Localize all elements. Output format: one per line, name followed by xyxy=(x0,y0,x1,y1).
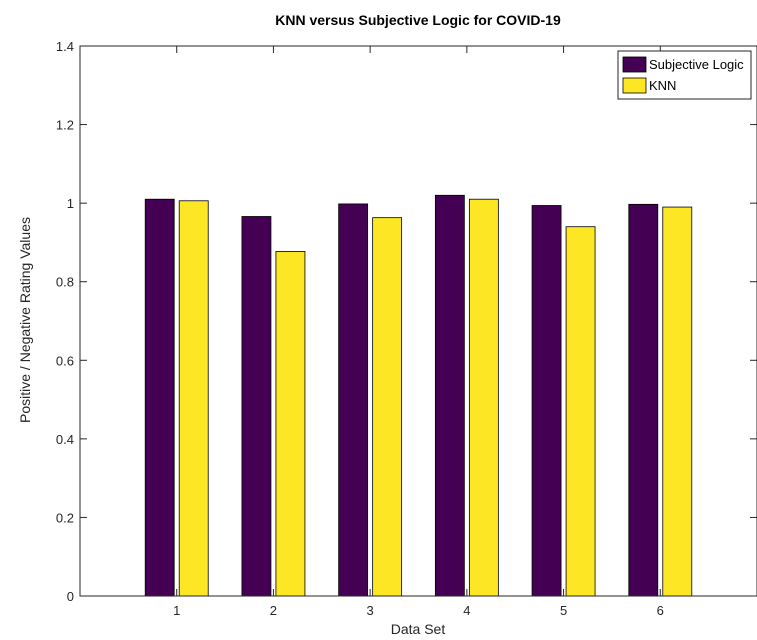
bar-subjective-logic-6 xyxy=(628,203,659,597)
bar-subjective-logic-4 xyxy=(434,194,465,597)
y-tick-label: 0.4 xyxy=(56,432,74,447)
x-tick-label: 3 xyxy=(367,603,374,618)
legend-label-knn: KNN xyxy=(649,78,676,93)
chart-title: KNN versus Subjective Logic for COVID-19 xyxy=(275,12,561,28)
y-tick-label: 1.2 xyxy=(56,118,74,133)
axes-layer: 0 0.2 0.4 0.6 0.8 1 1.2 1.4 1 2 3 4 5 6 xyxy=(56,39,757,618)
bar-subjective-logic-1 xyxy=(144,198,175,597)
bar-subjective-logic-5 xyxy=(531,205,562,597)
y-tick-label: 0 xyxy=(67,589,74,604)
legend-swatch-knn xyxy=(622,77,647,94)
bar-knn-2 xyxy=(275,251,306,597)
legend-swatch-subjective-logic xyxy=(622,56,647,73)
y-tick-label: 1 xyxy=(67,196,74,211)
legend: Subjective Logic KNN xyxy=(617,50,752,100)
bars-layer xyxy=(144,194,693,597)
y-tick-label: 0.2 xyxy=(56,510,74,525)
y-tick-label: 0.8 xyxy=(56,275,74,290)
bar-knn-6 xyxy=(662,206,693,597)
x-tick-label: 6 xyxy=(657,603,664,618)
axes-box xyxy=(79,45,757,597)
x-tick-label: 2 xyxy=(270,603,277,618)
bar-knn-4 xyxy=(468,198,499,597)
x-tick-label: 5 xyxy=(560,603,567,618)
y-tick-label: 0.6 xyxy=(56,353,74,368)
legend-label-subjective-logic: Subjective Logic xyxy=(649,57,744,72)
bar-subjective-logic-3 xyxy=(338,203,369,597)
y-tick-label: 1.4 xyxy=(56,39,74,54)
bar-knn-1 xyxy=(178,200,209,597)
bar-knn-5 xyxy=(565,226,596,597)
bar-subjective-logic-2 xyxy=(241,216,272,597)
x-tick-label: 4 xyxy=(463,603,470,618)
x-axis-label: Data Set xyxy=(391,621,446,637)
bar-knn-3 xyxy=(372,217,403,597)
x-tick-label: 1 xyxy=(173,603,180,618)
y-axis-label: Positive / Negative Rating Values xyxy=(17,217,33,423)
